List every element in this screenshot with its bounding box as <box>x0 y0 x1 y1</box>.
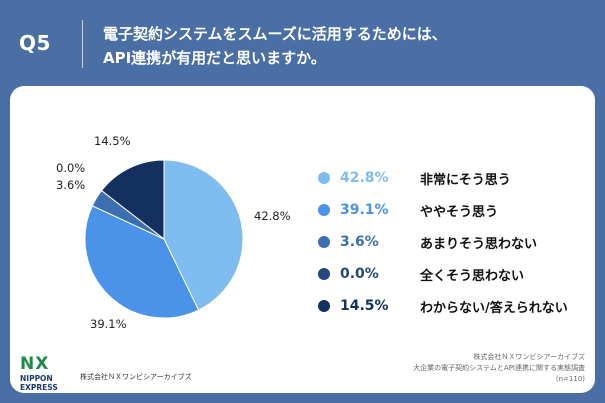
question-title-line2: API連携が有用だと思いますか。 <box>103 49 326 67</box>
pie-slice-label: 39.1% <box>90 317 127 331</box>
legend-label: 全くそう思わない <box>420 268 525 284</box>
source-line3: (n=110) <box>555 375 585 383</box>
legend-label: わからない/答えられない <box>420 300 568 316</box>
legend-percent: 0.0% <box>340 266 379 282</box>
pie-slice <box>84 205 200 319</box>
legend-label: あまりそう思わない <box>420 236 538 252</box>
legend-item: 0.0% 全くそう思わない <box>318 258 568 290</box>
logo-line2: EXPRESS <box>20 383 58 392</box>
pie-chart <box>84 159 244 319</box>
legend-percent: 3.6% <box>340 234 379 250</box>
legend-swatch <box>318 300 330 312</box>
legend-label: ややそう思う <box>420 204 499 220</box>
legend-item: 42.8% 非常にそう思う <box>318 162 568 194</box>
header-divider <box>82 20 83 68</box>
pie-slice-label: 42.8% <box>254 209 291 223</box>
legend-swatch <box>318 204 330 216</box>
legend-swatch <box>318 268 330 280</box>
pie-slice-label: 0.0% <box>56 161 86 175</box>
pie-slice-label: 14.5% <box>94 134 131 148</box>
question-title: 電子契約システムをスムーズに活用するためには、 API連携が有用だと思いますか。 <box>103 22 447 70</box>
legend-percent: 39.1% <box>340 202 389 218</box>
chart-card: 42.8% 39.1% 3.6% 0.0% 14.5% 42.8% 非常にそう思う 39.1… <box>10 86 595 393</box>
pie-slice <box>100 159 165 241</box>
legend-swatch <box>318 172 330 184</box>
logo-mark: NX <box>20 354 50 374</box>
legend-label: 非常にそう思う <box>420 172 511 188</box>
source-line1: 株式会社ＮＸワンビシアーカイブズ <box>473 353 585 361</box>
footer-company: 株式会社ＮＸワンビシアーカイブズ <box>80 373 192 381</box>
legend-item: 39.1% ややそう思う <box>318 194 568 226</box>
logo-line1: NIPPON <box>20 374 53 383</box>
source-line2: 大企業の電子契約システムとAPI連携に関する実態調査 <box>413 364 585 372</box>
header: Q5 電子契約システムをスムーズに活用するためには、 API連携が有用だと思いま… <box>0 0 605 86</box>
pie-slice-label: 3.6% <box>56 178 86 192</box>
question-number: Q5 <box>19 31 51 55</box>
legend-percent: 42.8% <box>340 170 389 186</box>
pie-slice <box>163 159 244 311</box>
legend: 42.8% 非常にそう思う 39.1% ややそう思う 3.6% あまりそう思わない 0.0%… <box>318 162 568 322</box>
legend-item: 14.5% わからない/答えられない <box>318 290 568 322</box>
nx-logo: NX NIPPON EXPRESS <box>20 354 76 392</box>
legend-percent: 14.5% <box>340 298 389 314</box>
legend-item: 3.6% あまりそう思わない <box>318 226 568 258</box>
question-title-line1: 電子契約システムをスムーズに活用するためには、 <box>103 25 447 43</box>
source-note: 株式会社ＮＸワンビシアーカイブズ 大企業の電子契約システムとAPI連携に関する実… <box>413 352 585 385</box>
legend-swatch <box>318 236 330 248</box>
